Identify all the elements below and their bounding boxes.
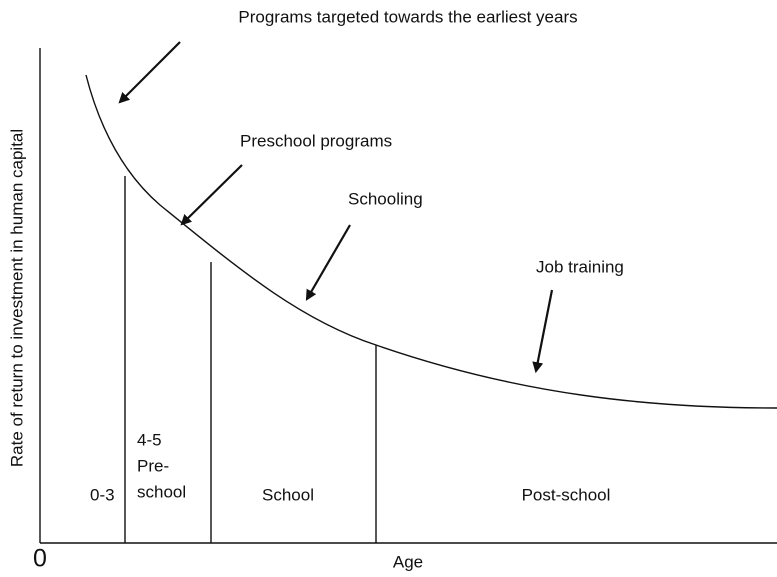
annotation: Schooling (348, 189, 423, 208)
region-label: Post-school (522, 485, 611, 504)
region-label: 4-5 (137, 430, 162, 449)
region-label: School (262, 485, 314, 504)
y-axis-label: Rate of return to investment in human ca… (7, 129, 26, 467)
region-label: school (137, 482, 186, 501)
arrow (118, 41, 181, 104)
return-curve (85, 74, 777, 409)
origin-label: 0 (33, 545, 47, 573)
annotation: Programs targeted towards the earliest y… (238, 7, 577, 26)
region-label: Pre- (137, 456, 169, 475)
arrow (532, 289, 554, 374)
annotation: Preschool programs (240, 131, 392, 150)
arrow (180, 164, 243, 226)
arrow (305, 224, 351, 301)
x-axis-label: Age (393, 552, 423, 571)
region-label: 0-3 (90, 485, 115, 504)
annotation: Job training (536, 257, 624, 276)
